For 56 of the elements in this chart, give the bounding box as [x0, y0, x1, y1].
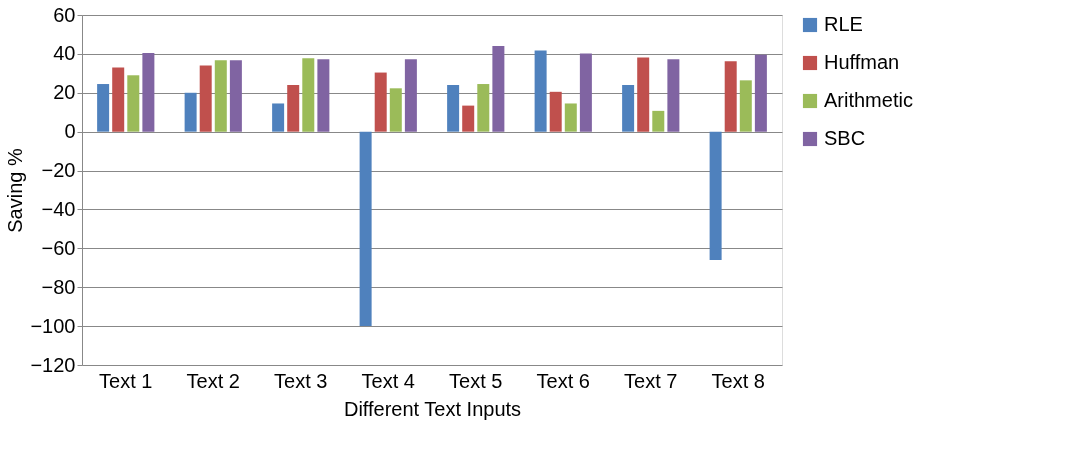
y-tick-label: −40 [41, 197, 76, 220]
y-axis-title: Saving % [4, 148, 27, 233]
y-tick-label: −20 [41, 159, 76, 182]
bar [359, 131, 372, 327]
bar [287, 85, 300, 132]
bar [374, 72, 387, 132]
bar [622, 85, 635, 132]
y-tick-label: 20 [53, 81, 76, 104]
y-tick-label: −120 [30, 353, 76, 376]
legend-label: Huffman [824, 51, 900, 73]
bar [477, 84, 490, 132]
bar [739, 80, 752, 132]
bar [492, 46, 505, 132]
x-tick-label: Text 6 [536, 369, 590, 392]
bar [447, 85, 460, 132]
bar [184, 92, 197, 132]
bar [709, 131, 722, 260]
bar [389, 88, 402, 132]
bar [199, 65, 212, 132]
bar [754, 54, 767, 132]
bar [462, 105, 475, 132]
y-tick-label: 0 [64, 120, 76, 143]
x-tick-label: Text 2 [186, 369, 240, 392]
bar [667, 59, 680, 132]
bar [127, 75, 140, 132]
bar [652, 110, 665, 132]
x-tick-label: Text 1 [99, 369, 153, 392]
bar [317, 59, 330, 132]
bar [112, 67, 125, 132]
x-tick-label: Text 3 [274, 369, 328, 392]
bar [549, 91, 562, 132]
y-tick-label: −80 [41, 275, 76, 298]
x-axis-title: Different Text Inputs [343, 397, 522, 420]
bar [534, 50, 547, 132]
y-tick-label: 60 [53, 3, 76, 26]
bar [229, 60, 242, 132]
bar [564, 103, 577, 132]
bar [214, 60, 227, 132]
bar [302, 58, 315, 132]
y-tick-label: −100 [30, 314, 76, 337]
legend-label: SBC [824, 127, 866, 149]
bar [97, 84, 110, 132]
bar [637, 57, 650, 132]
bar [724, 61, 737, 132]
y-tick-label: 40 [53, 42, 76, 65]
x-tick-label: Text 8 [711, 369, 765, 392]
x-tick-label: Text 4 [361, 369, 415, 392]
legend-label: RLE [824, 13, 863, 35]
x-tick-label: Text 7 [624, 369, 678, 392]
bar [142, 52, 155, 132]
bar [272, 103, 285, 132]
bar [579, 53, 592, 132]
x-tick-label: Text 5 [449, 369, 503, 392]
bar [404, 59, 417, 132]
y-tick-label: −60 [41, 236, 76, 259]
legend-label: Arithmetic [824, 89, 913, 111]
